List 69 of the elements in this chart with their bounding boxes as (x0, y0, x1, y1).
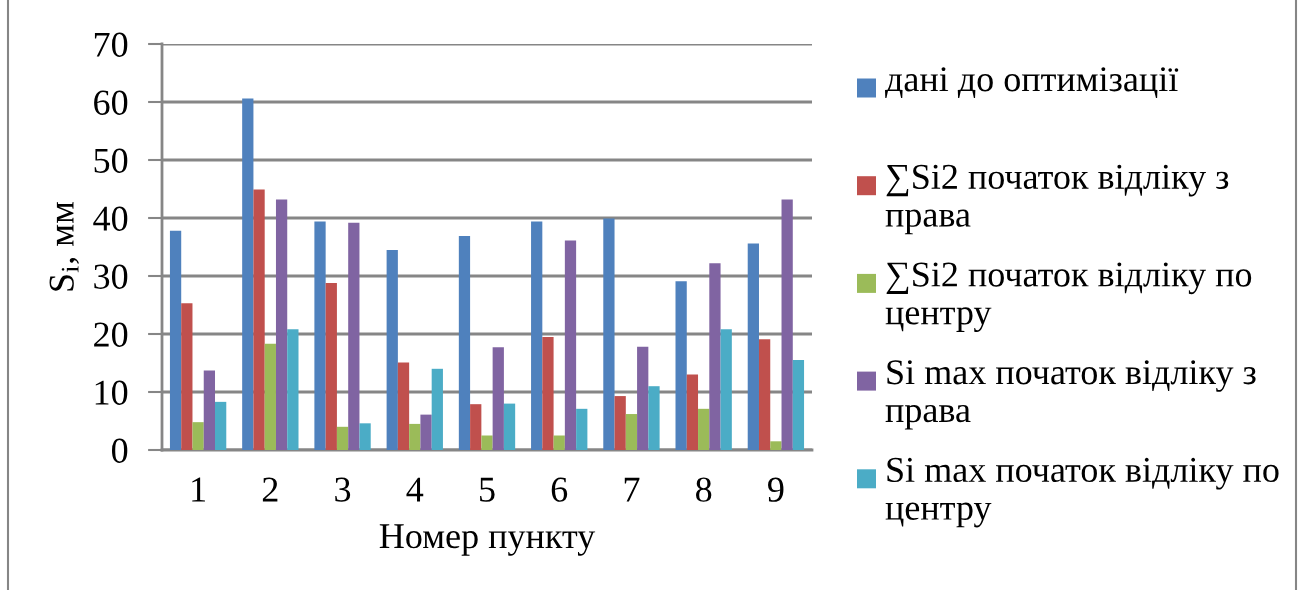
y-tick-label: 70 (94, 32, 128, 57)
x-tick-label: 7 (624, 477, 640, 502)
bar (625, 414, 638, 450)
bar (431, 368, 443, 450)
bar (637, 346, 649, 450)
bar (264, 343, 276, 450)
bar (242, 98, 254, 450)
bar (542, 336, 554, 450)
bar (492, 347, 504, 450)
legend-label: Si max початок відліку по центру (885, 457, 1279, 528)
bar (397, 362, 410, 450)
bar (698, 408, 710, 450)
bar (458, 235, 471, 450)
y-tick-label: 20 (94, 322, 128, 347)
bar (325, 282, 337, 450)
bar (409, 423, 421, 450)
bar (386, 249, 398, 450)
y-axis-title: S$_{i}$, мм (49, 201, 80, 291)
bar (503, 403, 516, 450)
bar (614, 396, 626, 450)
y-tick-label: 10 (95, 380, 128, 405)
x-tick-label: 6 (551, 477, 568, 502)
x-tick-label: 1 (192, 477, 205, 502)
legend-label: дані до оптимізації (885, 67, 1179, 99)
x-tick-label: 3 (335, 477, 351, 502)
bar (314, 221, 326, 450)
bar (215, 401, 227, 450)
bar (675, 281, 687, 450)
bar (747, 243, 759, 450)
bar (336, 426, 349, 450)
x-tick-label: 9 (768, 477, 784, 502)
x-axis-title: Номер пункту (379, 524, 596, 556)
legend-label: ∑Si2 початок відліку з права (885, 164, 1229, 235)
y-tick-label: 30 (94, 264, 128, 289)
bar (192, 422, 204, 450)
bar (359, 423, 371, 450)
bar (553, 435, 565, 450)
bar (648, 386, 660, 450)
bar (420, 414, 432, 450)
legend-label: Si max початок відліку з права (885, 360, 1256, 430)
y-tick-label: 40 (93, 206, 128, 231)
x-tick-label: 4 (406, 477, 424, 502)
bar (709, 263, 721, 450)
bar (770, 441, 782, 450)
bar (275, 199, 288, 450)
bar (203, 370, 216, 450)
bar (792, 360, 805, 450)
bar (686, 374, 699, 450)
bar (564, 240, 577, 450)
bar (576, 408, 588, 450)
legend-label: ∑Si2 початок відліку по центру (885, 262, 1252, 333)
y-tick-label: 0 (111, 438, 128, 463)
x-tick-label: 8 (696, 477, 712, 502)
y-tick-label: 50 (94, 148, 128, 173)
bar (470, 404, 482, 450)
bar (781, 199, 793, 450)
bar (481, 435, 493, 450)
bar (720, 329, 732, 450)
bar (348, 222, 360, 450)
bar (287, 329, 299, 450)
bar (758, 339, 771, 450)
bar (169, 230, 182, 450)
bar (253, 189, 265, 450)
bar (531, 221, 543, 450)
y-tick-label: 60 (94, 90, 128, 115)
bar (603, 218, 615, 450)
bar (181, 303, 193, 450)
x-tick-label: 2 (262, 477, 278, 502)
x-tick-label: 5 (480, 477, 495, 502)
